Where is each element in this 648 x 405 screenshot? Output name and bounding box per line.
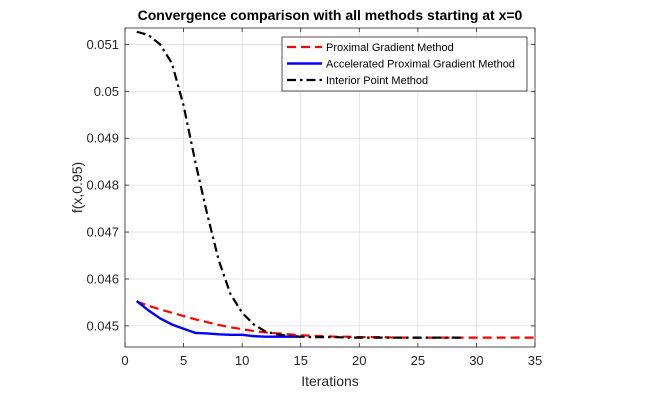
y-tick-label: 0.046 xyxy=(86,271,119,286)
y-tick-label: 0.048 xyxy=(86,178,119,193)
axes-frame xyxy=(124,27,536,348)
x-tick-label: 20 xyxy=(352,353,366,368)
series-line-accelerated-proximal-gradient xyxy=(135,300,301,338)
x-tick-label: 30 xyxy=(469,353,483,368)
legend: Proximal Gradient Method Accelerated Pro… xyxy=(281,36,528,92)
legend-label-proximal-gradient: Proximal Gradient Method xyxy=(326,42,454,54)
x-tick-label: 15 xyxy=(293,353,307,368)
y-tick-label: 0.051 xyxy=(86,37,119,52)
chart-title: Convergence comparison with all methods … xyxy=(138,7,523,23)
x-tick-label: 5 xyxy=(180,353,187,368)
series-layer xyxy=(135,30,535,339)
y-tick-label: 0.047 xyxy=(86,225,119,240)
y-axis-label: f(x,0.95) xyxy=(69,162,85,213)
x-tick-label: 25 xyxy=(411,353,425,368)
y-tick-label: 0.049 xyxy=(86,131,119,146)
y-tick-label: 0.05 xyxy=(94,84,119,99)
x-axis-label: Iterations xyxy=(301,373,359,389)
legend-label-interior-point: Interior Point Method xyxy=(326,75,428,87)
y-tick-label: 0.045 xyxy=(86,318,119,333)
series-line-interior-point xyxy=(136,30,465,339)
legend-label-accelerated-proximal-gradient: Accelerated Proximal Gradient Method xyxy=(326,59,515,71)
x-tick-label: 35 xyxy=(528,353,542,368)
legend-box xyxy=(281,36,528,92)
x-tick-label: 10 xyxy=(235,353,249,368)
x-tick-label: 0 xyxy=(121,353,128,368)
axis-ticks: 0 5 10 15 20 25 30 35 0.045 0.046 0.047 0.048 0.049 0… xyxy=(86,28,542,368)
